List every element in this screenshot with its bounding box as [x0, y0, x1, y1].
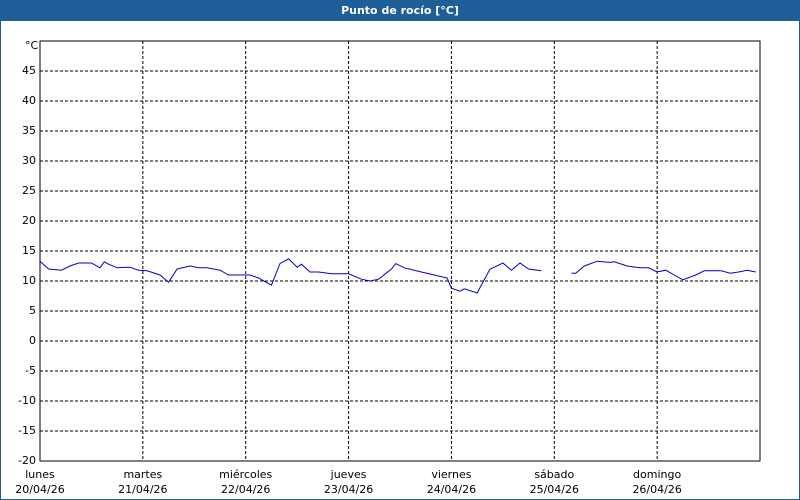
- x-tick-date: 24/04/26: [427, 483, 476, 496]
- y-tick-label: -5: [25, 364, 36, 377]
- y-tick-label: 25: [22, 184, 36, 197]
- x-tick-date: 26/04/26: [632, 483, 681, 496]
- x-tick-date: 21/04/26: [118, 483, 167, 496]
- y-tick-label: 35: [22, 124, 36, 137]
- x-tick-label: lunes: [25, 468, 55, 481]
- x-tick-label: miércoles: [219, 468, 272, 481]
- y-tick-label: -20: [18, 454, 36, 467]
- x-tick-date: 22/04/26: [221, 483, 270, 496]
- unit-label: °C: [25, 39, 39, 52]
- x-tick-label: jueves: [330, 468, 367, 481]
- y-tick-label: 0: [29, 334, 36, 347]
- chart-title: Punto de rocío [°C]: [341, 4, 459, 17]
- y-tick-label: 15: [22, 244, 36, 257]
- x-tick-label: viernes: [431, 468, 471, 481]
- x-tick-label: domingo: [633, 468, 681, 481]
- y-tick-label: 30: [22, 154, 36, 167]
- title-bar: [0, 0, 800, 21]
- x-tick-label: sábado: [534, 468, 574, 481]
- y-tick-label: -10: [18, 394, 36, 407]
- x-tick-date: 25/04/26: [530, 483, 579, 496]
- data-line: [39, 258, 756, 294]
- y-tick-label: -15: [18, 424, 36, 437]
- y-tick-label: 5: [29, 304, 36, 317]
- y-tick-label: 20: [22, 214, 36, 227]
- y-tick-label: 10: [22, 274, 36, 287]
- y-tick-label: 45: [22, 64, 36, 77]
- y-tick-label: 40: [22, 94, 36, 107]
- x-tick-date: 23/04/26: [324, 483, 373, 496]
- x-tick-date: 20/04/26: [15, 483, 64, 496]
- x-tick-label: martes: [123, 468, 162, 481]
